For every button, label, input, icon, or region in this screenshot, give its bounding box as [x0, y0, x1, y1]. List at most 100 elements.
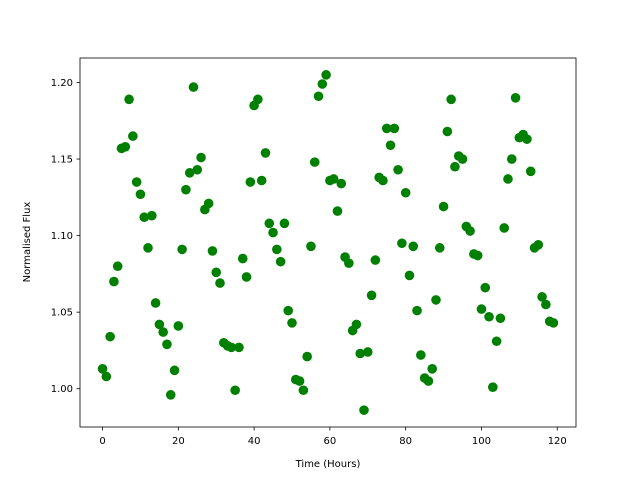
- y-tick-label: 1.20: [51, 78, 73, 89]
- point: [359, 405, 369, 415]
- point: [154, 319, 165, 330]
- x-tick-label: 60: [324, 436, 337, 447]
- x-axis-label: Time (Hours): [295, 459, 361, 470]
- point: [400, 187, 411, 198]
- point: [124, 94, 134, 105]
- point: [264, 218, 275, 229]
- point: [177, 244, 187, 255]
- point: [355, 348, 366, 359]
- point: [533, 239, 544, 250]
- point: [237, 253, 248, 264]
- y-tick-label: 1.15: [51, 155, 73, 166]
- point: [135, 189, 146, 200]
- point: [184, 168, 195, 178]
- point: [211, 267, 222, 278]
- point: [162, 339, 172, 350]
- point: [234, 342, 244, 353]
- point: [253, 94, 263, 105]
- point: [336, 178, 347, 189]
- point: [491, 336, 502, 347]
- point: [525, 166, 536, 177]
- point: [472, 250, 483, 261]
- point: [109, 276, 119, 287]
- point: [165, 390, 176, 400]
- point: [131, 177, 142, 187]
- point: [408, 241, 419, 252]
- point: [158, 327, 168, 337]
- point: [196, 152, 206, 163]
- point: [298, 385, 309, 396]
- point: [488, 382, 498, 392]
- point: [366, 290, 377, 301]
- point: [450, 161, 460, 172]
- point: [173, 321, 184, 331]
- point: [378, 175, 388, 186]
- point: [268, 227, 278, 238]
- point: [541, 299, 551, 310]
- point: [230, 385, 240, 396]
- point: [499, 223, 509, 233]
- point: [381, 123, 392, 134]
- point: [294, 376, 305, 386]
- point: [150, 298, 161, 308]
- point: [332, 206, 343, 216]
- x-tick-label: 100: [472, 436, 491, 447]
- point: [385, 140, 396, 151]
- point: [215, 278, 225, 288]
- point: [306, 241, 316, 252]
- point: [370, 255, 381, 265]
- point: [226, 342, 237, 353]
- point: [484, 311, 494, 322]
- point: [434, 243, 445, 253]
- point: [446, 94, 456, 105]
- point: [389, 123, 400, 134]
- point: [188, 82, 199, 92]
- plot-frame: [79, 57, 577, 428]
- point: [302, 351, 312, 362]
- y-tick-label: 1.00: [51, 384, 73, 395]
- point: [506, 154, 517, 164]
- point: [101, 371, 112, 382]
- y-tick-label: 1.10: [51, 231, 73, 242]
- point: [548, 318, 559, 328]
- point: [344, 258, 354, 268]
- point: [412, 305, 422, 316]
- point: [112, 261, 123, 272]
- point: [404, 270, 415, 281]
- x-tick-label: 120: [548, 436, 567, 447]
- y-axis-label: Normalised Flux: [22, 202, 33, 283]
- point: [457, 154, 468, 164]
- point: [328, 174, 339, 184]
- point: [272, 244, 282, 255]
- point: [192, 164, 203, 175]
- point: [442, 126, 453, 137]
- point: [309, 157, 320, 167]
- point: [128, 131, 138, 141]
- point: [275, 256, 286, 267]
- x-tick-label: 40: [248, 436, 261, 447]
- point: [423, 376, 434, 386]
- point: [241, 272, 252, 282]
- point: [465, 226, 475, 236]
- x-tick-label: 20: [172, 436, 185, 447]
- x-tick-label: 0: [99, 436, 105, 447]
- point: [427, 364, 438, 374]
- point: [476, 304, 487, 314]
- point: [283, 305, 294, 316]
- point: [537, 292, 547, 302]
- point: [313, 91, 324, 102]
- point: [105, 331, 115, 342]
- point: [416, 350, 426, 360]
- point: [260, 148, 271, 158]
- point: [321, 70, 331, 80]
- point: [431, 295, 441, 305]
- point: [181, 184, 191, 195]
- point: [522, 134, 532, 144]
- point: [143, 243, 153, 253]
- point: [207, 246, 218, 256]
- point: [279, 218, 290, 229]
- point: [351, 319, 362, 330]
- x-tick-label: 80: [399, 436, 412, 447]
